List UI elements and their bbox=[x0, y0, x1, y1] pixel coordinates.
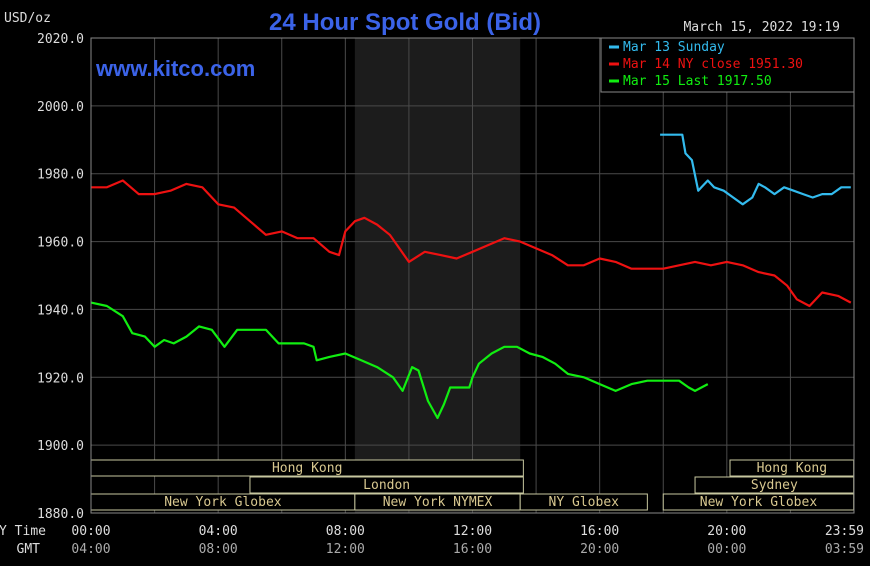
nymex-session-shade-layer bbox=[354, 38, 521, 513]
ny-tick-label: 00:00 bbox=[71, 524, 110, 539]
watermark: www.kitco.com bbox=[95, 56, 255, 81]
y-tick-label: 1900.0 bbox=[37, 439, 84, 454]
gmt-label: GMT bbox=[17, 542, 41, 557]
y-tick-label: 1960.0 bbox=[37, 236, 84, 251]
y-tick-label: 2000.0 bbox=[37, 100, 84, 115]
legend-label: Mar 15 Last 1917.50 bbox=[623, 74, 772, 89]
session-bar bbox=[519, 493, 648, 511]
gmt-tick-label: 00:00 bbox=[707, 542, 746, 557]
ny-tick-label: 08:00 bbox=[326, 524, 365, 539]
series-layer bbox=[90, 133, 852, 420]
plot-frame bbox=[90, 37, 855, 514]
y-tick-label: 2020.0 bbox=[37, 32, 84, 47]
ny-tick-label: 12:00 bbox=[453, 524, 492, 539]
y-tick-label: 1980.0 bbox=[37, 168, 84, 183]
ny-tick-label: 04:00 bbox=[199, 524, 238, 539]
y-tick-label: 1940.0 bbox=[37, 303, 84, 318]
ny-time-label: NY Time bbox=[0, 524, 46, 539]
session-label: New York Globex bbox=[700, 495, 818, 510]
y-tick-label: 1920.0 bbox=[37, 371, 84, 386]
gmt-tick-label: 04:00 bbox=[71, 542, 110, 557]
series-line-2 bbox=[90, 301, 709, 420]
series-line-0 bbox=[660, 133, 851, 206]
session-label: NY Globex bbox=[549, 495, 620, 510]
gmt-tick-label: 16:00 bbox=[453, 542, 492, 557]
ny-tick-label: 23:59 bbox=[825, 524, 864, 539]
session-label: Sydney bbox=[751, 478, 798, 493]
gmt-tick-label: 03:59 bbox=[825, 542, 864, 557]
ny-tick-label: 20:00 bbox=[707, 524, 746, 539]
axis-layer: 2020.0 2000.0 1980.0 1960.0 1940.0 1920.0 1900… bbox=[37, 32, 864, 557]
gmt-tick-label: 12:00 bbox=[326, 542, 365, 557]
session-label: London bbox=[363, 478, 410, 493]
legend-label: Mar 14 NY close 1951.30 bbox=[623, 57, 803, 72]
session-label: Hong Kong bbox=[757, 461, 827, 476]
ny-tick-label: 16:00 bbox=[580, 524, 619, 539]
legend-label: Mar 13 Sunday bbox=[623, 40, 725, 55]
nymex-shade bbox=[354, 38, 521, 513]
chart-title: 24 Hour Spot Gold (Bid) bbox=[269, 9, 541, 36]
gmt-tick-label: 08:00 bbox=[199, 542, 238, 557]
timestamp: March 15, 2022 19:19 bbox=[683, 20, 840, 35]
grid-layer bbox=[91, 38, 854, 513]
y-tick-label: 1880.0 bbox=[37, 507, 84, 522]
session-layer: Hong Kong London New York Globex New York N… bbox=[90, 459, 855, 511]
session-bar bbox=[249, 476, 524, 494]
legend: Mar 13 Sunday Mar 14 NY close 1951.30 Mar … bbox=[600, 37, 855, 93]
legend-box bbox=[600, 37, 855, 93]
gmt-tick-label: 20:00 bbox=[580, 542, 619, 557]
unit-label: USD/oz bbox=[4, 11, 51, 26]
session-label: Hong Kong bbox=[272, 461, 342, 476]
session-label: New York Globex bbox=[164, 495, 282, 510]
series-line-1 bbox=[91, 179, 852, 308]
session-label: New York NYMEX bbox=[383, 495, 493, 510]
